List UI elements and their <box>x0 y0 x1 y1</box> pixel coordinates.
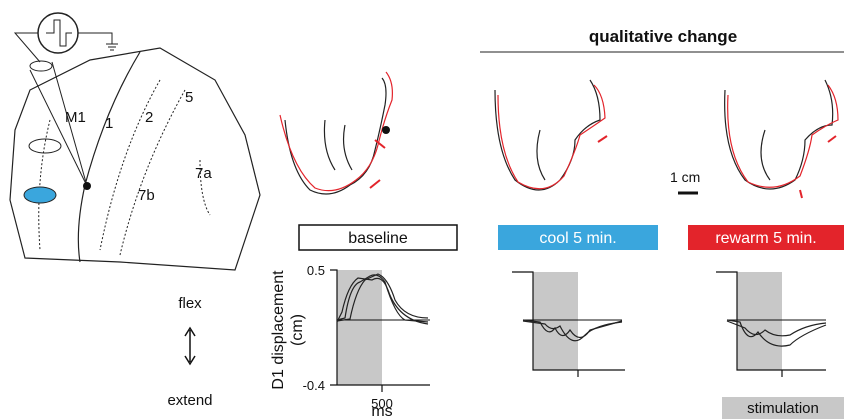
scale-label: 1 cm <box>670 169 700 185</box>
stim-window <box>737 272 782 370</box>
direction-label: flex <box>178 295 202 312</box>
brain-outline <box>10 48 260 270</box>
x-axis-label: ms <box>371 403 392 419</box>
hand-baseline <box>280 72 392 194</box>
stim-site <box>83 182 91 190</box>
header: qualitative change <box>589 27 737 46</box>
y-tick-label: -0.4 <box>303 378 325 393</box>
area-label: 5 <box>185 89 193 106</box>
legend-label: stimulation <box>747 400 819 417</box>
area-label: 1 <box>105 115 113 132</box>
area-label: M1 <box>65 109 86 126</box>
stim-window <box>533 272 578 370</box>
y-axis-unit: (cm) <box>289 314 306 346</box>
cooling-site <box>24 187 56 203</box>
area-label: 7a <box>195 165 212 182</box>
y-axis-label: D1 displacement <box>270 270 287 390</box>
condition-label: rewarm 5 min. <box>715 230 816 247</box>
direction-arrow <box>185 328 195 364</box>
condition-label: baseline <box>348 230 408 247</box>
area-label: 7b <box>138 187 155 204</box>
hand-rewarm <box>725 80 838 198</box>
figure: M1 1 2 5 7a 7b qualitative change 1 cm b… <box>0 0 844 419</box>
condition-label: cool 5 min. <box>539 230 616 247</box>
y-tick-label: 0.5 <box>307 263 325 278</box>
electrode-top <box>30 61 52 71</box>
sulcus <box>100 80 160 250</box>
hand-cool <box>495 80 607 190</box>
area-label: 2 <box>145 109 153 126</box>
direction-label: extend <box>167 392 212 409</box>
central-sulcus <box>78 52 140 262</box>
electrode <box>30 70 87 186</box>
